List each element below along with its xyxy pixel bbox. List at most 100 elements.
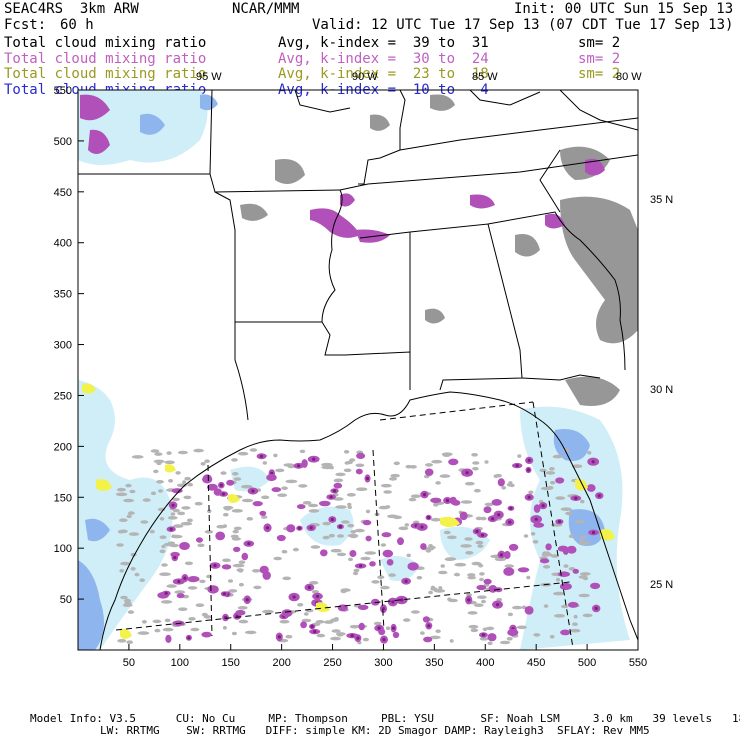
gray-streak (238, 582, 244, 587)
x-tick-label: 500 (578, 657, 596, 669)
y-tick-label: 500 (54, 136, 72, 148)
gray-streak (430, 517, 441, 522)
purple-cell (560, 629, 571, 636)
field-1-name: Total cloud mixing ratio (4, 35, 207, 51)
gray-streak (164, 460, 175, 465)
purple-cell-core (381, 607, 386, 611)
gray-streak (543, 604, 549, 608)
gray-streak (464, 481, 475, 486)
gray-streak (134, 572, 140, 577)
gray-streak (195, 603, 205, 607)
field-1-range: Avg, k-index = 39 to 31 (278, 35, 489, 51)
gray-streak (123, 598, 132, 603)
gray-streak (190, 627, 200, 632)
gray-streak (393, 461, 400, 466)
gray-streak (137, 631, 150, 635)
gray-streak (223, 512, 229, 517)
gray-streak (528, 490, 534, 495)
gray-streak (282, 576, 292, 581)
gray-streak (172, 524, 184, 528)
forecast-label: Fcst: (4, 17, 47, 33)
gray-streak (181, 506, 191, 510)
gray-streak (460, 544, 472, 548)
purple-cell (355, 468, 363, 475)
gray-streak (126, 514, 132, 519)
gray-streak (241, 498, 254, 503)
gray-streak (184, 561, 193, 566)
purple-cell (487, 633, 497, 642)
purple-cell-core (400, 598, 404, 602)
purple-cell (259, 565, 269, 574)
gray-streak (575, 519, 585, 524)
gray-streak (425, 463, 433, 467)
gray-streak (444, 557, 455, 561)
gray-streak (166, 451, 172, 455)
gray-streak (447, 535, 457, 540)
gray-streak (130, 567, 136, 571)
purple-cell (365, 535, 372, 542)
gray-streak (277, 493, 288, 498)
purple-cell-core (422, 493, 427, 497)
gray-streak (479, 637, 489, 641)
purple-cell (207, 585, 219, 594)
gray-streak (487, 641, 493, 646)
gray-streak (330, 636, 341, 641)
purple-cell (369, 561, 376, 567)
purple-cell (488, 585, 498, 593)
y-tick-label: 50 (60, 594, 72, 606)
gray-streak (549, 634, 555, 639)
gray-streak (232, 529, 239, 534)
gray-streak (449, 639, 454, 643)
gray-streak (175, 471, 181, 475)
gray-streak (549, 467, 555, 471)
gray-streak (154, 628, 161, 633)
gray-streak (182, 480, 187, 484)
gray-streak (530, 532, 536, 536)
purple-cell (590, 582, 601, 590)
gray-streak (322, 535, 330, 540)
gray-streak (159, 535, 167, 539)
gray-streak (523, 534, 529, 538)
purple-cell (533, 522, 545, 528)
gray-streak (187, 586, 198, 590)
purple-cell-core (307, 585, 311, 590)
gray-streak (428, 590, 433, 595)
gray-streak (253, 585, 262, 590)
purple-cell-core (591, 530, 596, 535)
y-tick-label: 300 (54, 340, 72, 352)
purple-cell (358, 622, 365, 631)
purple-cell (241, 552, 249, 561)
gray-streak (565, 511, 573, 516)
gray-streak (166, 584, 177, 588)
gray-streak (183, 495, 192, 500)
purple-cell (422, 616, 430, 623)
gray-streak (572, 622, 578, 626)
purple-cell-core (221, 492, 226, 496)
purple-cell (221, 564, 232, 570)
purple-cell-core (392, 626, 396, 630)
gray-streak (273, 556, 283, 561)
center-label: NCAR/MMM (232, 1, 300, 17)
gray-streak (158, 489, 163, 493)
gray-streak (390, 473, 400, 478)
gray-streak (580, 535, 587, 539)
purple-cell (226, 479, 235, 486)
gray-streak (142, 498, 151, 502)
x-tick-label: 350 (425, 657, 443, 669)
gray-streak (309, 581, 319, 585)
purple-cell (319, 500, 331, 507)
purple-cell (386, 559, 394, 566)
gray-streak (509, 483, 515, 488)
gray-streak (448, 598, 458, 603)
purple-cell (476, 584, 487, 591)
x-tick-label: 150 (222, 657, 240, 669)
purple-cell-core (222, 592, 226, 596)
gray-streak (380, 543, 387, 547)
purple-cell (539, 558, 550, 564)
purple-cell (266, 473, 277, 482)
gray-streak (517, 454, 522, 458)
lon-label-80w: 80 W (616, 71, 642, 83)
gray-streak (347, 523, 355, 528)
gray-streak (262, 609, 274, 614)
purple-cell-core (534, 517, 538, 521)
